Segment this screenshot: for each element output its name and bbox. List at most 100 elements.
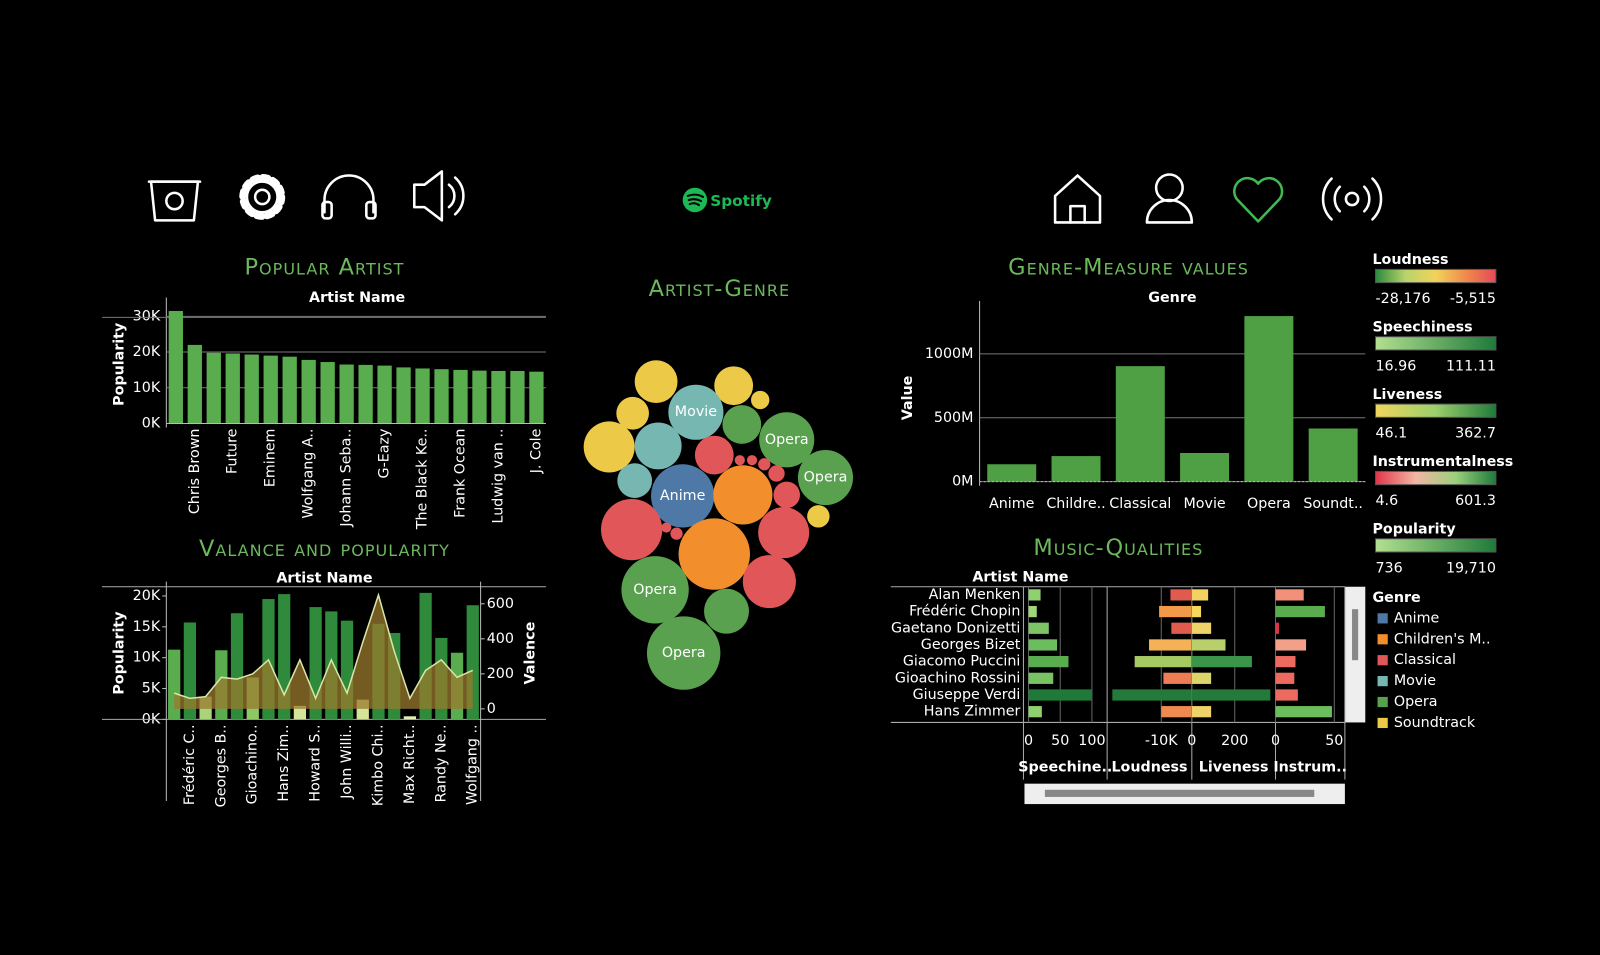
legend-title: Popularity: [1372, 522, 1456, 538]
x-tick-label: Max Richt..: [402, 724, 418, 803]
bubble: [746, 455, 758, 466]
y-tick-label: 20K: [133, 588, 161, 604]
bubble: [616, 396, 649, 430]
bar: [1191, 605, 1202, 618]
bubble: [621, 556, 689, 624]
bar: [358, 364, 373, 424]
bubble-label: Anime: [660, 488, 706, 504]
bar: [1275, 589, 1304, 601]
x-tick-label: Hans Zim..: [276, 724, 292, 801]
v-scroll-thumb[interactable]: [1352, 609, 1359, 661]
legend-title: Speechiness: [1372, 320, 1472, 336]
x-tick-label: 50: [1325, 733, 1343, 749]
bar: [168, 310, 183, 424]
legend-swatch: [1377, 655, 1388, 666]
x-tick-label: Frédéric C..: [182, 724, 198, 805]
panel-name: Loudness: [1111, 759, 1187, 775]
bar: [1191, 706, 1212, 718]
row-label: Frédéric Chopin: [909, 604, 1020, 620]
bubble: [734, 455, 745, 466]
y-tick-label: 1000M: [925, 346, 974, 362]
legend-swatch: [1377, 717, 1388, 729]
y-tick-label: 5K: [142, 681, 161, 697]
y-tick-label: 20K: [133, 344, 161, 360]
chart-title: Artist-Genre: [649, 276, 791, 302]
bar: [1191, 622, 1212, 634]
legend-ramp: [1374, 403, 1497, 418]
bubble: [713, 465, 773, 525]
legend-title: Loudness: [1372, 252, 1448, 268]
x-tick-label: Opera: [1247, 496, 1291, 512]
legend-title: Instrumentalness: [1372, 454, 1513, 470]
bar: [1171, 622, 1192, 634]
bar: [1028, 672, 1054, 684]
x-tick-label: 200: [1221, 733, 1248, 749]
legend-max: 362.7: [1455, 426, 1496, 442]
bar: [491, 370, 506, 424]
bar: [1163, 672, 1192, 684]
trash-icon[interactable]: [147, 180, 202, 222]
bar: [301, 359, 316, 424]
legend-label: Soundtrack: [1394, 715, 1476, 731]
legend-swatch: [1377, 676, 1388, 687]
x-tick-label: Childre..: [1046, 496, 1105, 512]
bubble: [758, 507, 810, 559]
broadcast-icon[interactable]: [1321, 177, 1383, 221]
legend-min: -28,176: [1375, 291, 1430, 307]
y-tick-label: 10K: [133, 380, 161, 396]
bar: [1275, 706, 1332, 718]
bubble: [768, 465, 785, 482]
profile-icon[interactable]: [1145, 173, 1194, 224]
x-tick-label: Soundt..: [1303, 496, 1363, 512]
bar: [282, 356, 297, 424]
bubble-label: Opera: [662, 645, 706, 661]
bubble: [634, 422, 682, 470]
x-tick-label: -10K: [1145, 733, 1178, 749]
row-label: Gaetano Donizetti: [891, 620, 1020, 636]
bubble: [634, 360, 678, 404]
row-label: Gioachino Rossini: [895, 670, 1020, 686]
logo[interactable]: Spotify: [682, 187, 772, 213]
legend-swatch: [1377, 613, 1388, 624]
headphones-icon[interactable]: [321, 174, 377, 220]
legend-title: Liveness: [1372, 387, 1442, 403]
bar: [244, 354, 259, 424]
settings-icon[interactable]: [239, 173, 286, 220]
x-tick-label: Chris Brown: [187, 429, 203, 515]
home-icon[interactable]: [1053, 174, 1102, 224]
y-axis-title: Popularity: [111, 611, 127, 695]
x-tick-label: Ludwig van ..: [490, 429, 506, 524]
bubble: [678, 518, 750, 590]
axis-header: Artist Name: [276, 571, 372, 587]
volume-icon[interactable]: [413, 170, 465, 222]
bar: [1180, 453, 1230, 482]
bar: [1159, 605, 1192, 618]
bar: [1275, 622, 1280, 634]
bubble: [758, 458, 771, 471]
bar: [206, 352, 221, 424]
bar: [1115, 366, 1165, 482]
legend-label: Children's M..: [1394, 631, 1491, 647]
panel-name: Instrum..: [1273, 759, 1347, 775]
x-tick-label: Anime: [989, 496, 1035, 512]
y2-tick-label: 0: [487, 701, 496, 717]
bar: [1191, 589, 1209, 601]
row-label: Giacomo Puccini: [903, 654, 1021, 670]
x-tick-label: 0: [1187, 733, 1196, 749]
bubble: [617, 463, 653, 498]
bubble: [583, 421, 635, 473]
favorite-icon[interactable]: [1233, 176, 1284, 223]
x-tick-label: The Black Ke..: [415, 429, 431, 531]
bubble: [651, 464, 715, 528]
bar: [320, 362, 335, 424]
bubble: [773, 481, 800, 509]
bar: [1161, 706, 1192, 718]
bar: [1134, 656, 1192, 668]
row-header: Artist Name: [972, 570, 1068, 586]
y-tick-label: 0M: [952, 474, 973, 490]
right-icons: [1053, 173, 1383, 224]
h-scroll-thumb[interactable]: [1044, 789, 1315, 797]
bar: [1275, 672, 1295, 684]
y2-tick-label: 400: [487, 631, 514, 647]
bar: [1244, 316, 1294, 482]
